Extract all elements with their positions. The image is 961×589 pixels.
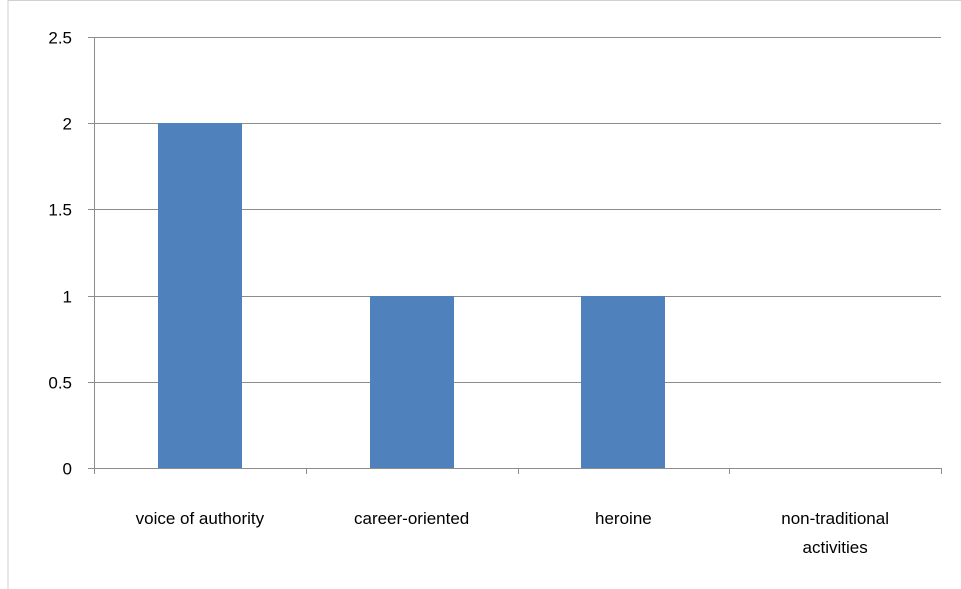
bar-career-oriented xyxy=(370,296,454,468)
y-tick-label: 1 xyxy=(63,288,72,307)
y-tick-label: 0.5 xyxy=(48,374,72,393)
x-tick-label-line: voice of authority xyxy=(136,509,265,528)
y-tick-label: 2.5 xyxy=(48,29,72,48)
bar-voice-of-authority xyxy=(158,123,242,468)
y-tick-label: 2 xyxy=(63,115,72,134)
x-tick-label: career-oriented xyxy=(354,509,469,528)
bars xyxy=(158,123,665,468)
chart-frame xyxy=(7,0,961,589)
axes xyxy=(88,37,942,474)
x-tick-labels: voice of authority career-oriented heroine… xyxy=(136,509,889,557)
x-tick-label-line: heroine xyxy=(595,509,652,528)
x-tick-label-line: activities xyxy=(803,538,868,557)
x-tick-label: non-traditional activities xyxy=(781,509,889,557)
x-tick-label-line: non-traditional xyxy=(781,509,889,528)
x-tick-label: voice of authority xyxy=(136,509,265,528)
y-tick-labels: 0 0.5 1 1.5 2 2.5 xyxy=(48,29,72,479)
x-tick-label: heroine xyxy=(595,509,652,528)
bar-heroine xyxy=(581,296,665,468)
y-tick-label: 1.5 xyxy=(48,201,72,220)
x-tick-label-line: career-oriented xyxy=(354,509,469,528)
y-tick-label: 0 xyxy=(63,460,72,479)
